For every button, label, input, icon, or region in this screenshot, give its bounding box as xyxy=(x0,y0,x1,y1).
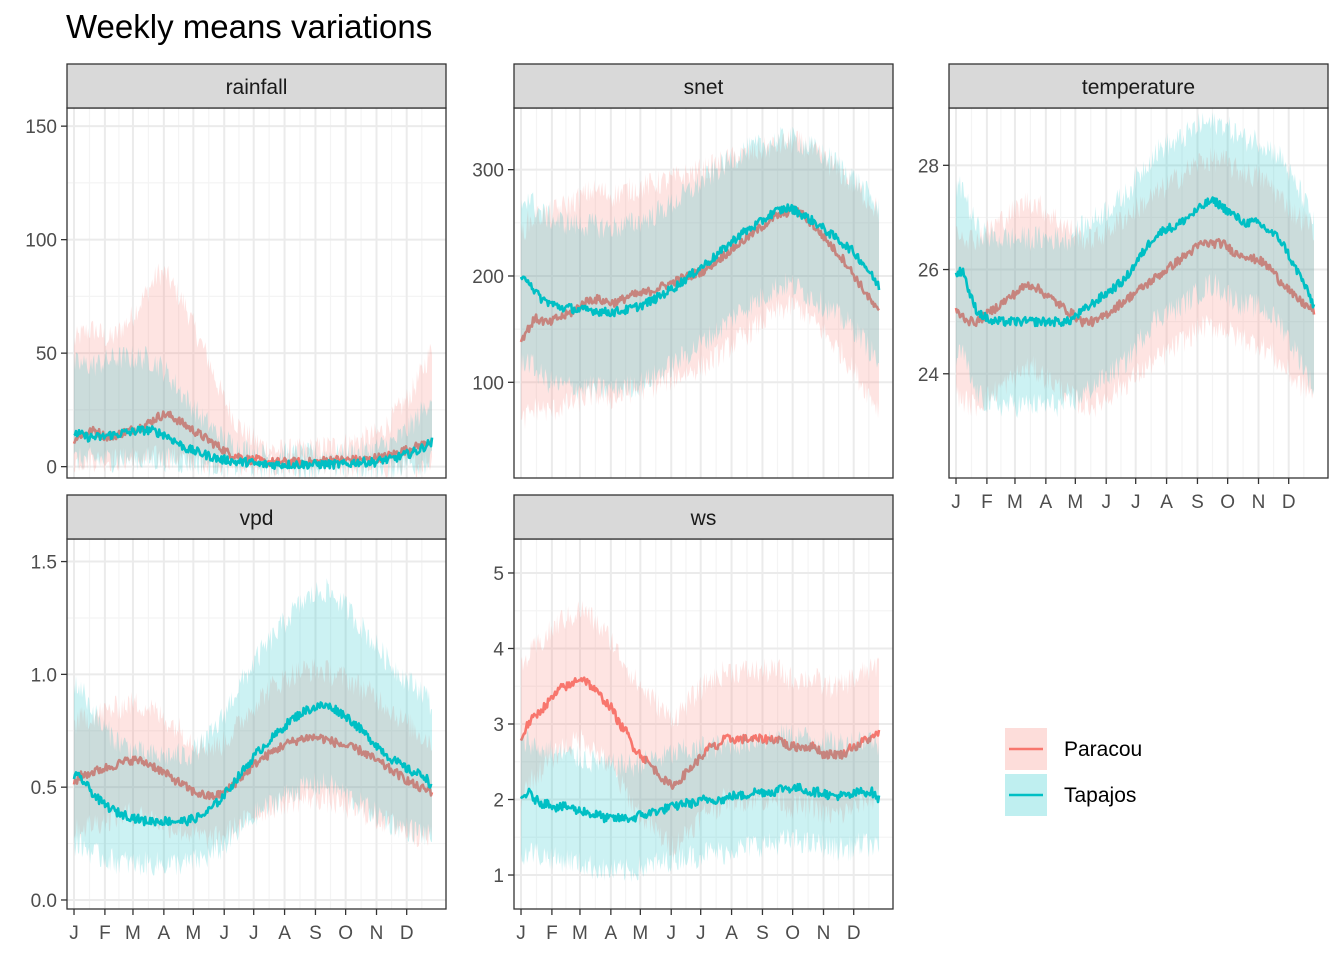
y-tick-label: 28 xyxy=(918,156,939,177)
series-line-Tapajos xyxy=(73,425,434,470)
ribbon-Paracou xyxy=(74,263,432,478)
x-tick-label: J xyxy=(1131,492,1141,513)
x-tick-label: N xyxy=(1252,492,1266,513)
y-tick-label: 2 xyxy=(493,791,504,812)
facet-data-ws xyxy=(519,600,881,883)
y-tick-label: 1 xyxy=(493,866,504,887)
x-tick-label: F xyxy=(546,923,558,944)
y-tick-label: 300 xyxy=(472,161,504,182)
ribbon-Paracou xyxy=(956,147,1314,418)
series-line-Paracou xyxy=(519,676,881,790)
series-line-Tapajos xyxy=(72,701,433,827)
y-tick-label: 1.5 xyxy=(31,553,57,574)
facet-data-temperature xyxy=(954,112,1316,418)
facet-strip xyxy=(948,63,1329,109)
x-tick-label: M xyxy=(125,923,141,944)
ribbon-Tapajos xyxy=(521,126,879,401)
x-tick-label: J xyxy=(69,923,79,944)
x-tick-label: J xyxy=(1101,492,1111,513)
x-tick-label: J xyxy=(696,923,706,944)
x-tick-label: J xyxy=(951,492,961,513)
legend-label-Paracou: Paracou xyxy=(1064,738,1142,761)
x-tick-label: J xyxy=(249,923,259,944)
x-tick-label: S xyxy=(756,923,769,944)
facet-strip-label: rainfall xyxy=(226,76,288,99)
x-tick-label: A xyxy=(158,923,171,944)
x-tick-label: A xyxy=(278,923,291,944)
facet-strip-label: snet xyxy=(684,76,724,99)
x-tick-label: M xyxy=(632,923,648,944)
facet-strip xyxy=(66,494,447,540)
facet-data-rainfall xyxy=(72,263,434,478)
x-tick-label: A xyxy=(1040,492,1053,513)
facet-data-vpd xyxy=(72,578,434,877)
x-tick-label: O xyxy=(338,923,353,944)
chart-title: Weekly means variations xyxy=(66,8,433,45)
legend: Paracou Tapajos xyxy=(1005,728,1142,816)
y-tick-label: 1.0 xyxy=(31,665,57,686)
y-tick-label: 24 xyxy=(918,365,940,386)
x-tick-label: N xyxy=(370,923,384,944)
x-tick-label: O xyxy=(785,923,800,944)
x-tick-label: J xyxy=(219,923,229,944)
facet-snet: snet 100 200 300 xyxy=(472,63,894,479)
panel-background xyxy=(67,539,446,909)
x-tick-label: A xyxy=(605,923,618,944)
y-tick-label: 150 xyxy=(25,117,57,138)
series-line-Tapajos xyxy=(954,196,1316,328)
x-tick-label: M xyxy=(1007,492,1023,513)
y-tick-label: 3 xyxy=(493,715,504,736)
series-line-Paracou xyxy=(72,733,434,801)
x-tick-label: S xyxy=(309,923,322,944)
x-tick-label: S xyxy=(1191,492,1204,513)
y-tick-label: 26 xyxy=(918,261,939,282)
y-tick-label: 100 xyxy=(25,231,57,252)
x-tick-label: N xyxy=(817,923,831,944)
y-tick-label: 0.5 xyxy=(31,778,57,799)
x-tick-label: O xyxy=(1220,492,1235,513)
x-tick-label: D xyxy=(1282,492,1296,513)
ribbon-Tapajos xyxy=(74,578,432,877)
series-line-Tapajos xyxy=(519,203,881,318)
x-tick-label: A xyxy=(1160,492,1173,513)
series-line-Tapajos xyxy=(519,782,881,824)
y-tick-label: 0 xyxy=(46,458,57,479)
x-tick-label: D xyxy=(847,923,861,944)
ribbon-Paracou xyxy=(521,130,879,430)
x-tick-label: M xyxy=(1067,492,1083,513)
ribbon-Tapajos xyxy=(521,722,879,883)
y-tick-label: 50 xyxy=(36,344,57,365)
x-tick-label: J xyxy=(516,923,526,944)
x-tick-label: D xyxy=(400,923,414,944)
panel-background xyxy=(67,108,446,478)
facet-strip xyxy=(513,494,894,540)
series-line-Paracou xyxy=(954,237,1316,328)
x-tick-label: M xyxy=(572,923,588,944)
y-tick-label: 4 xyxy=(493,639,504,660)
x-tick-label: A xyxy=(725,923,738,944)
facet-strip-label: ws xyxy=(690,507,717,530)
y-tick-label: 100 xyxy=(472,373,504,394)
y-tick-label: 200 xyxy=(472,267,504,288)
facet-strip-label: temperature xyxy=(1082,76,1195,99)
facet-strip xyxy=(66,63,447,109)
facet-strip-label: vpd xyxy=(240,507,274,530)
facet-strip xyxy=(513,63,894,109)
facet-data-snet xyxy=(519,126,881,430)
x-tick-label: F xyxy=(99,923,111,944)
legend-label-Tapajos: Tapajos xyxy=(1064,784,1136,807)
facet-rainfall: rainfall 0 50 100 150 xyxy=(25,63,447,479)
x-tick-label: M xyxy=(185,923,201,944)
y-tick-label: 0.0 xyxy=(31,891,57,912)
y-tick-label: 5 xyxy=(493,564,504,585)
ribbon-Tapajos xyxy=(74,345,432,478)
x-tick-label: J xyxy=(666,923,676,944)
x-tick-label: F xyxy=(981,492,993,513)
